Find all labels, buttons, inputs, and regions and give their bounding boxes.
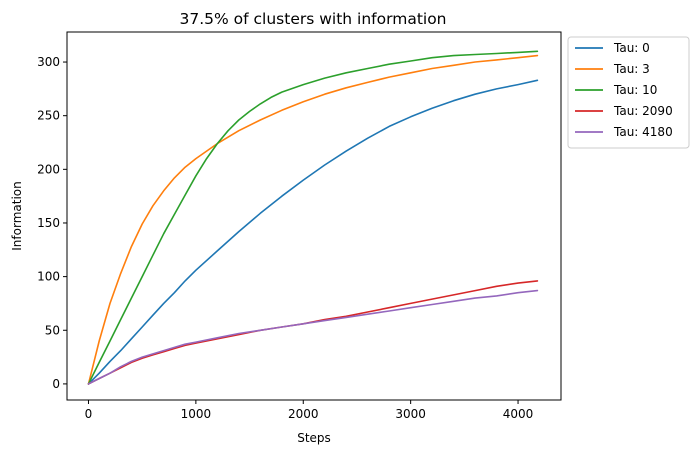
x-tick-label: 1000 (181, 407, 212, 421)
series-line-0 (87, 79, 539, 385)
y-tick-label: 200 (37, 162, 60, 176)
series-line-2 (87, 50, 539, 385)
series-line-1 (87, 54, 539, 385)
chart-title: 37.5% of clusters with information (179, 10, 446, 28)
x-axis-label: Steps (297, 431, 331, 445)
y-tick-label: 300 (37, 55, 60, 69)
y-axis-label: Information (10, 181, 24, 250)
series-line-4 (87, 289, 539, 385)
plot-area (87, 50, 539, 385)
legend-entry-label: Tau: 2090 (613, 104, 673, 118)
legend-entry-label: Tau: 0 (613, 41, 650, 55)
y-tick-label: 250 (37, 109, 60, 123)
series-line-3 (87, 280, 539, 385)
plot-frame (66, 31, 562, 401)
legend-box (567, 36, 690, 149)
x-tick-label: 3000 (395, 407, 426, 421)
x-axis: 0 1000 2000 3000 4000 (85, 400, 534, 421)
legend-entry-label: Tau: 3 (613, 62, 650, 76)
legend-entry-label: Tau: 10 (613, 83, 657, 97)
legend: Tau: 0 Tau: 3 Tau: 10 Tau: 2090 Tau: 4180 (567, 36, 690, 149)
y-axis: 0 50 100 150 200 250 300 (37, 55, 67, 391)
x-tick-label: 2000 (288, 407, 319, 421)
x-tick-label: 0 (85, 407, 93, 421)
y-tick-label: 50 (45, 323, 60, 337)
x-tick-label: 4000 (503, 407, 534, 421)
y-tick-label: 0 (52, 377, 60, 391)
y-tick-label: 100 (37, 270, 60, 284)
y-tick-label: 150 (37, 216, 60, 230)
legend-entry-label: Tau: 4180 (613, 125, 673, 139)
